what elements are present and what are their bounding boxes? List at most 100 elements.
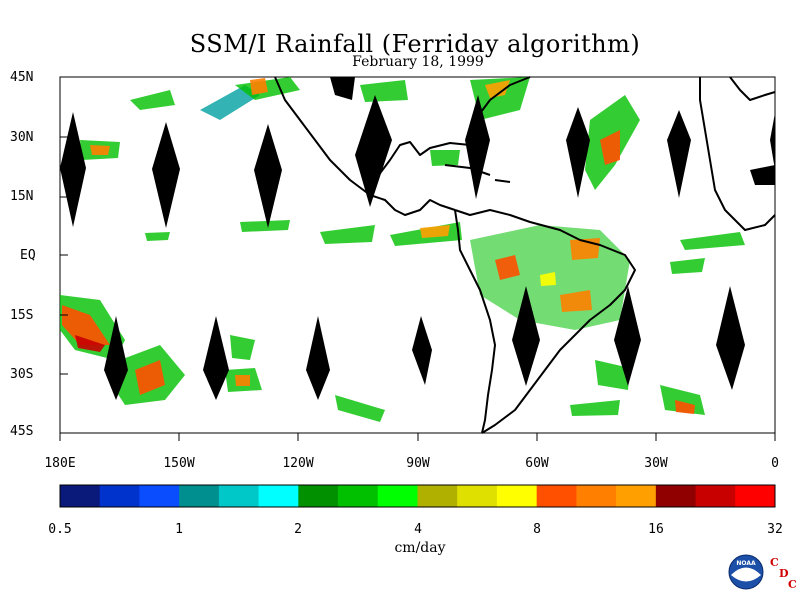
land-blackouts — [330, 77, 775, 185]
swath-gap-diamond — [152, 122, 180, 228]
rain-patch — [595, 360, 630, 390]
colorbar-swatch — [496, 485, 538, 507]
lon-label-90w: 90W — [406, 456, 430, 471]
lat-label-15s: 15S — [10, 308, 34, 323]
swath-gap-diamond — [104, 316, 128, 400]
colorbar-swatch — [735, 485, 776, 507]
rain-patch — [570, 400, 620, 416]
lon-label-150w: 150W — [163, 456, 195, 471]
cdc-letter-d: D — [779, 567, 789, 580]
colorbar-swatch — [457, 485, 498, 507]
swath-gap-diamond — [254, 124, 282, 228]
coastline-gulf-atlantic — [374, 76, 531, 181]
rain-patch — [235, 375, 250, 386]
rain-patch — [540, 272, 556, 286]
rain-patch — [600, 130, 620, 165]
swath-gap-diamond — [60, 112, 86, 227]
rain-patch — [130, 90, 175, 110]
map-subtitle: February 18, 1999 — [352, 54, 484, 70]
rain-patch — [495, 255, 520, 280]
lon-label-30w: 30W — [644, 456, 668, 471]
swath-gap-diamond — [770, 113, 775, 170]
lon-label-60w: 60W — [525, 456, 549, 471]
rain-patch — [675, 400, 695, 414]
lat-label-45n: 45N — [10, 70, 34, 85]
map-title: SSM/I Rainfall (Ferriday algorithm) — [189, 30, 641, 58]
lat-label-30s: 30S — [10, 367, 34, 382]
noaa-logo: NOAA — [728, 554, 764, 590]
lat-label-30n: 30N — [10, 130, 34, 145]
colorbar-swatch — [695, 485, 736, 507]
rain-patch — [420, 225, 450, 238]
coastline-north-america — [274, 76, 371, 196]
colorbar-tick-label: 16 — [648, 522, 664, 537]
coastline-central-america — [369, 194, 456, 216]
colorbar-swatch — [258, 485, 299, 507]
swath-gap-diamond — [512, 286, 540, 386]
coastlines — [274, 76, 776, 434]
colorbar-swatch — [218, 485, 260, 507]
rain-patches — [60, 77, 745, 422]
colorbar-frame — [59, 484, 776, 508]
colorbar-tick-label: 8 — [533, 522, 541, 537]
colorbar-unit-label: cm/day — [394, 540, 446, 556]
noaa-logo-text: NOAA — [736, 560, 756, 567]
rain-patch — [62, 305, 110, 345]
cdc-letter-c1: C — [770, 556, 779, 569]
rain-patch — [335, 395, 385, 422]
lon-label-180e: 180E — [44, 456, 76, 471]
rain-patch — [320, 225, 375, 244]
rain-patch — [680, 232, 745, 250]
rain-patch — [75, 335, 105, 352]
colorbar-swatch — [139, 485, 180, 507]
swath-gap-diamond — [566, 107, 590, 198]
colorbar-swatch — [655, 485, 697, 507]
swath-gap-diamond — [465, 95, 490, 199]
rain-patch — [430, 150, 460, 166]
rain-patch — [250, 78, 268, 95]
colorbar-swatch — [99, 485, 140, 507]
swath-gap-diamond — [203, 316, 229, 400]
swath-gap-diamond — [716, 286, 745, 390]
map-ticks — [59, 76, 776, 441]
colorbar-swatch — [536, 485, 577, 507]
rain-patch — [485, 80, 510, 98]
colorbar-swatch — [417, 485, 458, 507]
colorbar-swatch — [616, 485, 657, 507]
colorbar-tick-label: 1 — [175, 522, 183, 537]
rain-patch — [145, 232, 170, 241]
colorbar-swatch — [338, 485, 379, 507]
rain-patch — [200, 85, 260, 120]
rain-patch — [670, 258, 705, 274]
lon-label-0: 0 — [771, 456, 779, 471]
colorbar — [60, 485, 776, 507]
coastline-south-america-west — [454, 209, 496, 434]
lat-label-15n: 15N — [10, 189, 34, 204]
rain-patch — [470, 77, 530, 120]
colorbar-swatch — [179, 485, 220, 507]
rain-patch — [135, 360, 165, 395]
colorbar-swatch — [576, 485, 617, 507]
noaa-logo-bird — [731, 567, 761, 582]
coastline-caribbean-east — [494, 179, 511, 183]
coastline-south-america-east — [454, 209, 636, 434]
colorbar-swatch — [377, 485, 418, 507]
cdc-letter-c2: C — [788, 578, 797, 591]
rain-patch — [560, 290, 592, 312]
rain-patch — [90, 145, 110, 155]
land-fill — [330, 77, 355, 100]
swath-gap-diamond — [614, 286, 641, 386]
lat-label-eq: EQ — [20, 248, 36, 263]
rain-patch — [240, 220, 290, 232]
swath-gaps — [60, 95, 775, 400]
coastline-africa — [699, 77, 776, 231]
swath-gap-diamond — [412, 316, 432, 385]
swath-gap-diamond — [667, 110, 691, 198]
swath-gap-diamond — [306, 316, 330, 400]
rain-patch — [230, 335, 255, 360]
colorbar-tick-label: 4 — [414, 522, 422, 537]
coastline-europe — [729, 76, 776, 101]
colorbar-tick-label: 0.5 — [48, 522, 72, 537]
land-fill — [750, 165, 775, 185]
